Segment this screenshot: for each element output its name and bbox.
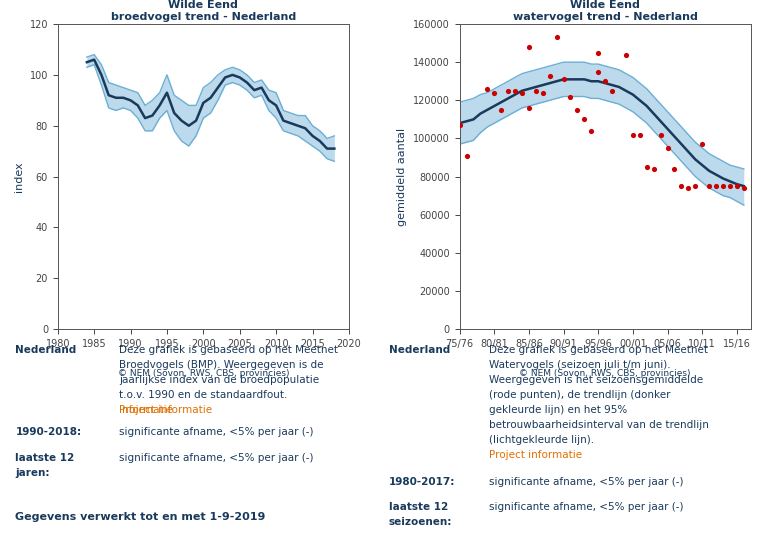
Text: significante afname, <5% per jaar (-): significante afname, <5% per jaar (-) <box>489 502 684 513</box>
Point <box>585 126 598 135</box>
Y-axis label: index: index <box>14 161 24 192</box>
Point <box>509 87 521 95</box>
Text: informatie: informatie <box>119 405 173 415</box>
Point <box>606 87 618 95</box>
Point <box>495 105 507 114</box>
Point <box>481 85 494 93</box>
Point <box>661 144 674 152</box>
Point <box>599 77 611 86</box>
Text: significante afname, <5% per jaar (-): significante afname, <5% per jaar (-) <box>119 453 314 463</box>
Text: Broedvogels (BMP). Weergegeven is de: Broedvogels (BMP). Weergegeven is de <box>119 360 324 370</box>
Text: jaren:: jaren: <box>15 468 50 478</box>
Text: gekleurde lijn) en het 95%: gekleurde lijn) en het 95% <box>489 405 628 415</box>
Text: 1980-2017:: 1980-2017: <box>389 477 455 487</box>
Point <box>717 182 729 190</box>
Text: © NEM (Sovon, RWS, CBS, provincies): © NEM (Sovon, RWS, CBS, provincies) <box>520 369 691 378</box>
Point <box>454 121 466 129</box>
Text: betrouwbaarheidsinterval van de trendlijn: betrouwbaarheidsinterval van de trendlij… <box>489 420 709 430</box>
Point <box>502 87 514 95</box>
Text: laatste 12: laatste 12 <box>389 502 448 513</box>
Point <box>530 87 542 95</box>
Point <box>564 92 577 101</box>
Point <box>571 105 584 114</box>
Point <box>689 182 701 190</box>
Point <box>648 165 660 173</box>
Point <box>668 165 681 173</box>
Point <box>523 43 535 51</box>
Text: jaarlijkse index van de broedpopulatie: jaarlijkse index van de broedpopulatie <box>119 375 320 385</box>
Text: significante afname, <5% per jaar (-): significante afname, <5% per jaar (-) <box>489 477 684 487</box>
Y-axis label: gemiddeld aantal: gemiddeld aantal <box>397 127 407 226</box>
Point <box>551 33 563 42</box>
Point <box>654 131 667 139</box>
Point <box>592 48 604 57</box>
Text: Deze grafiek is gebaseerd op het Meetnet: Deze grafiek is gebaseerd op het Meetnet <box>489 345 708 355</box>
Text: Gegevens verwerkt tot en met 1-9-2019: Gegevens verwerkt tot en met 1-9-2019 <box>15 511 266 522</box>
Point <box>682 184 695 192</box>
Point <box>634 131 646 139</box>
Title: Wilde Eend
watervogel trend - Nederland: Wilde Eend watervogel trend - Nederland <box>513 1 698 22</box>
Text: significante afname, <5% per jaar (-): significante afname, <5% per jaar (-) <box>119 427 314 438</box>
Point <box>460 151 473 160</box>
Text: laatste 12: laatste 12 <box>15 453 75 463</box>
Text: © NEM (Sovon, RWS, CBS, provincies): © NEM (Sovon, RWS, CBS, provincies) <box>118 369 289 378</box>
Title: Wilde Eend
broedvogel trend - Nederland: Wilde Eend broedvogel trend - Nederland <box>111 1 296 22</box>
Point <box>731 182 743 190</box>
Point <box>523 104 535 112</box>
Text: t.o.v. 1990 en de standaardfout.: t.o.v. 1990 en de standaardfout. <box>119 390 291 400</box>
Point <box>641 163 653 171</box>
Point <box>738 184 750 192</box>
Point <box>578 115 591 124</box>
Text: 1990-2018:: 1990-2018: <box>15 427 82 438</box>
Text: Nederland: Nederland <box>15 345 77 355</box>
Point <box>627 131 639 139</box>
Text: seizoenen:: seizoenen: <box>389 517 452 528</box>
Point <box>544 71 556 80</box>
Point <box>710 182 722 190</box>
Point <box>620 50 632 59</box>
Text: Project informatie: Project informatie <box>119 405 213 415</box>
Text: Weergegeven is het seizoensgemiddelde: Weergegeven is het seizoensgemiddelde <box>489 375 703 385</box>
Text: Project informatie: Project informatie <box>489 450 582 460</box>
Text: Nederland: Nederland <box>389 345 450 355</box>
Point <box>696 140 708 148</box>
Text: (lichtgekleurde lijn).: (lichtgekleurde lijn). <box>489 435 598 445</box>
Point <box>592 67 604 76</box>
Point <box>703 182 715 190</box>
Text: (rode punten), de trendlijn (donker: (rode punten), de trendlijn (donker <box>489 390 671 400</box>
Point <box>675 182 688 190</box>
Point <box>516 88 528 97</box>
Text: Deze grafiek is gebaseerd op het Meetnet: Deze grafiek is gebaseerd op het Meetnet <box>119 345 338 355</box>
Point <box>724 182 736 190</box>
Point <box>557 75 570 83</box>
Text: Watervogels (seizoen juli t/m juni).: Watervogels (seizoen juli t/m juni). <box>489 360 671 370</box>
Point <box>488 88 500 97</box>
Point <box>537 88 549 97</box>
